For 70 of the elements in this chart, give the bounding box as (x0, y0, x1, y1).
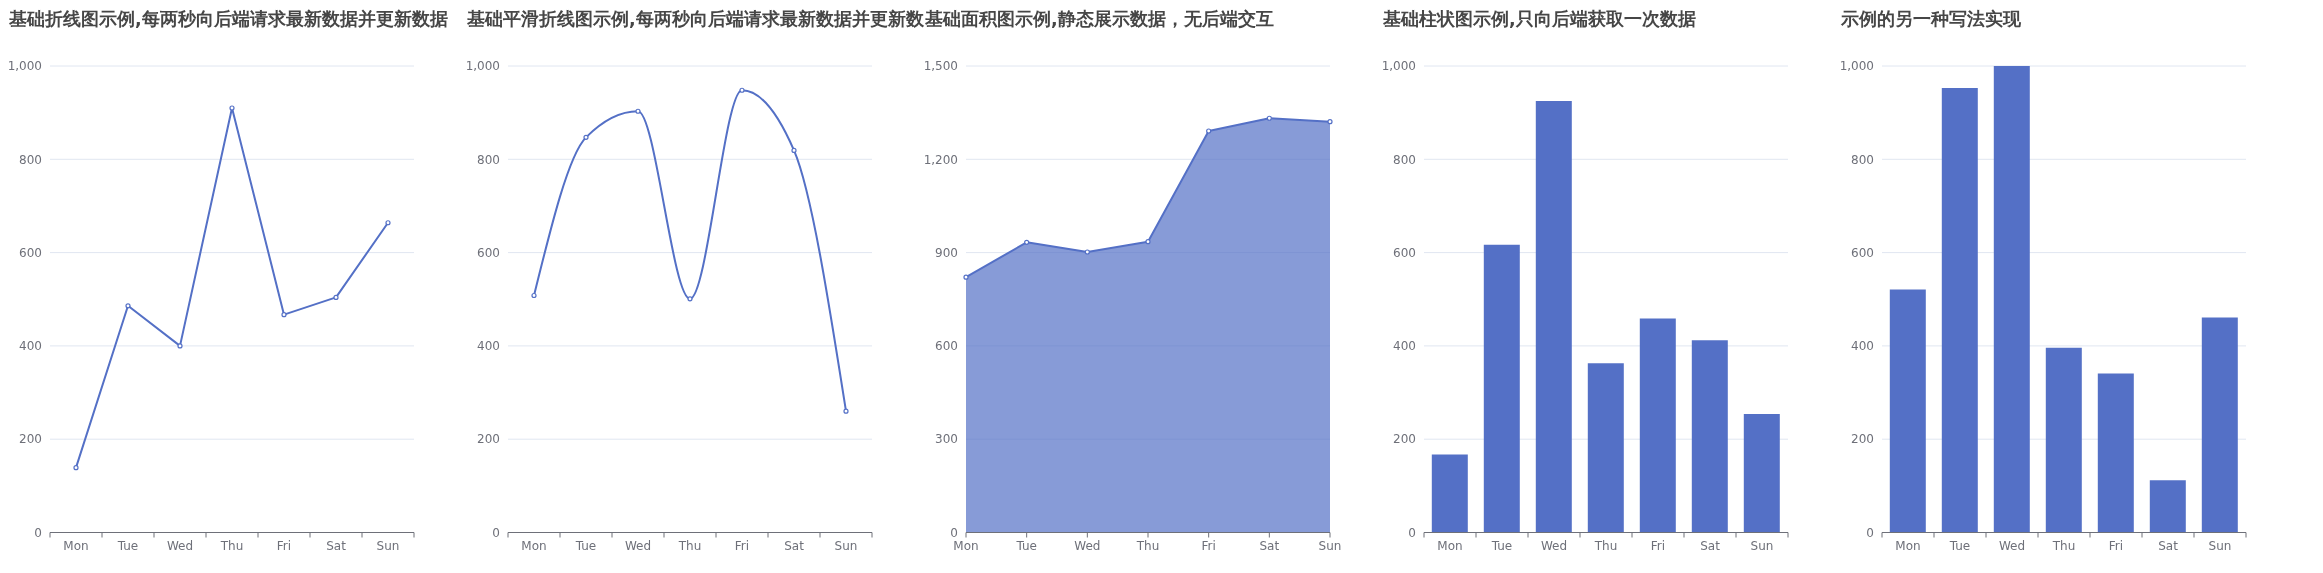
chart-title: 示例的另一种写法实现 (1841, 8, 2021, 30)
y-tick-label: 600 (477, 245, 500, 260)
x-tick-label: Thu (1135, 538, 1160, 553)
y-tick-label: 1,000 (1381, 59, 1416, 74)
x-tick-label: Wed (166, 538, 194, 553)
y-tick-label: 0 (1866, 525, 1874, 540)
x-tick-label: Sat (1259, 538, 1280, 553)
x-tick-label: Tue (116, 538, 139, 553)
y-tick-label: 800 (477, 152, 500, 167)
y-tick-label: 600 (935, 339, 958, 354)
y-tick-label: 200 (477, 432, 500, 447)
chart-title: 基础面积图示例,静态展示数据，无后端交互 (925, 8, 1274, 30)
x-tick-label: Mon (63, 538, 89, 553)
x-tick-label: Mon (953, 538, 979, 553)
x-tick-label: Sun (1750, 538, 1774, 553)
x-tick-label: Tue (1948, 538, 1971, 553)
y-tick-label: 800 (1851, 152, 1874, 167)
x-tick-label: Tue (1490, 538, 1513, 553)
y-tick-label: 800 (1393, 152, 1416, 167)
y-tick-label: 600 (1393, 245, 1416, 260)
chart-title: 基础折线图示例,每两秒向后端请求最新数据并更新数据 (9, 8, 448, 30)
x-tick-label: Sat (784, 538, 805, 553)
y-tick-label: 200 (19, 432, 42, 447)
x-tick-label: Fri (734, 538, 750, 553)
x-tick-label: Wed (1540, 538, 1568, 553)
x-tick-label: Sun (1318, 538, 1342, 553)
x-tick-label: Fri (2108, 538, 2124, 553)
chart-title: 基础柱状图示例,只向后端获取一次数据 (1383, 8, 1696, 30)
x-tick-label: Mon (1437, 538, 1463, 553)
y-tick-label: 600 (19, 245, 42, 260)
x-tick-label: Fri (276, 538, 292, 553)
x-tick-label: Sat (2158, 538, 2179, 553)
x-tick-label: Sat (326, 538, 347, 553)
x-tick-label: Mon (1895, 538, 1921, 553)
y-tick-label: 400 (1393, 339, 1416, 354)
x-tick-label: Mon (521, 538, 547, 553)
x-tick-label: Fri (1650, 538, 1666, 553)
x-tick-label: Sun (834, 538, 858, 553)
y-tick-label: 1,200 (923, 152, 958, 167)
x-tick-label: Sun (376, 538, 400, 553)
chart-title: 基础平滑折线图示例,每两秒向后端请求最新数据并更新数 (467, 8, 924, 30)
y-tick-label: 0 (950, 525, 958, 540)
y-tick-label: 200 (1851, 432, 1874, 447)
x-tick-label: Fri (1201, 538, 1216, 553)
x-tick-label: Thu (219, 538, 244, 553)
x-tick-label: Thu (2051, 538, 2076, 553)
x-tick-label: Wed (1998, 538, 2026, 553)
y-tick-label: 1,000 (7, 59, 42, 74)
y-tick-label: 600 (1851, 245, 1874, 260)
y-tick-label: 0 (1408, 525, 1416, 540)
y-tick-label: 400 (477, 339, 500, 354)
y-tick-label: 400 (1851, 339, 1874, 354)
x-tick-label: Sat (1700, 538, 1721, 553)
y-tick-label: 1,500 (923, 59, 958, 74)
y-tick-label: 200 (1393, 432, 1416, 447)
y-tick-label: 1,000 (465, 59, 500, 74)
y-tick-label: 900 (935, 245, 958, 260)
y-tick-label: 400 (19, 339, 42, 354)
y-tick-label: 300 (935, 432, 958, 447)
x-tick-label: Wed (624, 538, 652, 553)
x-tick-label: Tue (574, 538, 597, 553)
y-tick-label: 1,000 (1839, 59, 1874, 74)
x-tick-label: Thu (677, 538, 702, 553)
x-tick-label: Sun (2208, 538, 2232, 553)
x-tick-label: Thu (1593, 538, 1618, 553)
y-tick-label: 800 (19, 152, 42, 167)
y-tick-label: 0 (34, 525, 42, 540)
y-tick-label: 0 (492, 525, 500, 540)
x-tick-label: Wed (1074, 538, 1101, 553)
x-tick-label: Tue (1015, 538, 1037, 553)
